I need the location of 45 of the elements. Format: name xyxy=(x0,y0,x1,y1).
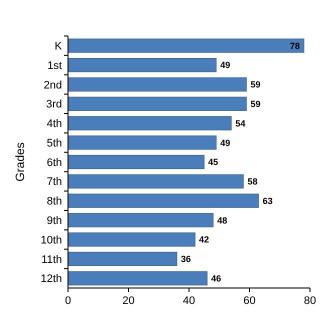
data-label: 42 xyxy=(199,234,210,245)
data-label: 63 xyxy=(262,196,273,206)
x-tick-label: 60 xyxy=(243,295,256,307)
data-label: 78 xyxy=(290,40,300,51)
y-tick-label: 1st xyxy=(47,60,62,72)
data-label: 59 xyxy=(250,80,260,90)
bar xyxy=(68,213,214,228)
data-label: 48 xyxy=(217,215,228,226)
data-label: 36 xyxy=(180,254,191,264)
bar xyxy=(68,154,204,170)
y-tick-label: 5th xyxy=(46,137,62,150)
y-tick-label: 3rd xyxy=(46,98,62,111)
bar xyxy=(68,136,217,150)
bar xyxy=(68,58,217,72)
x-tick-label: 0 xyxy=(64,295,72,307)
y-tick-label: K xyxy=(54,40,63,53)
y-tick-label: 8th xyxy=(46,196,62,208)
y-tick-label: 10th xyxy=(40,234,62,246)
y-tick-label: 11th xyxy=(41,254,62,266)
y-axis-title: Grades xyxy=(13,142,27,182)
x-tick-label: 40 xyxy=(182,295,196,307)
data-label: 54 xyxy=(235,118,246,128)
bar xyxy=(68,77,247,92)
data-label: 49 xyxy=(220,60,230,70)
bar xyxy=(68,232,196,247)
y-tick-label: 9th xyxy=(46,215,62,228)
x-tick-label: 20 xyxy=(122,295,135,307)
data-label: 45 xyxy=(208,157,218,168)
y-tick-label: 2nd xyxy=(44,79,62,92)
y-tick-label: 6th xyxy=(46,156,62,169)
data-label: 58 xyxy=(247,176,258,187)
data-label: 59 xyxy=(250,98,260,109)
y-tick-label: 12th xyxy=(40,273,62,286)
y-tick-label: 7th xyxy=(46,176,62,188)
data-label: 46 xyxy=(211,273,222,284)
bar xyxy=(68,116,232,130)
bar xyxy=(68,271,208,286)
data-label: 49 xyxy=(220,138,230,148)
bar xyxy=(68,194,259,208)
x-tick-label: 80 xyxy=(304,295,316,307)
bar xyxy=(68,174,244,188)
y-tick-label: 4th xyxy=(46,118,62,130)
bar xyxy=(68,38,304,53)
bar xyxy=(68,96,247,111)
bar xyxy=(68,252,178,266)
